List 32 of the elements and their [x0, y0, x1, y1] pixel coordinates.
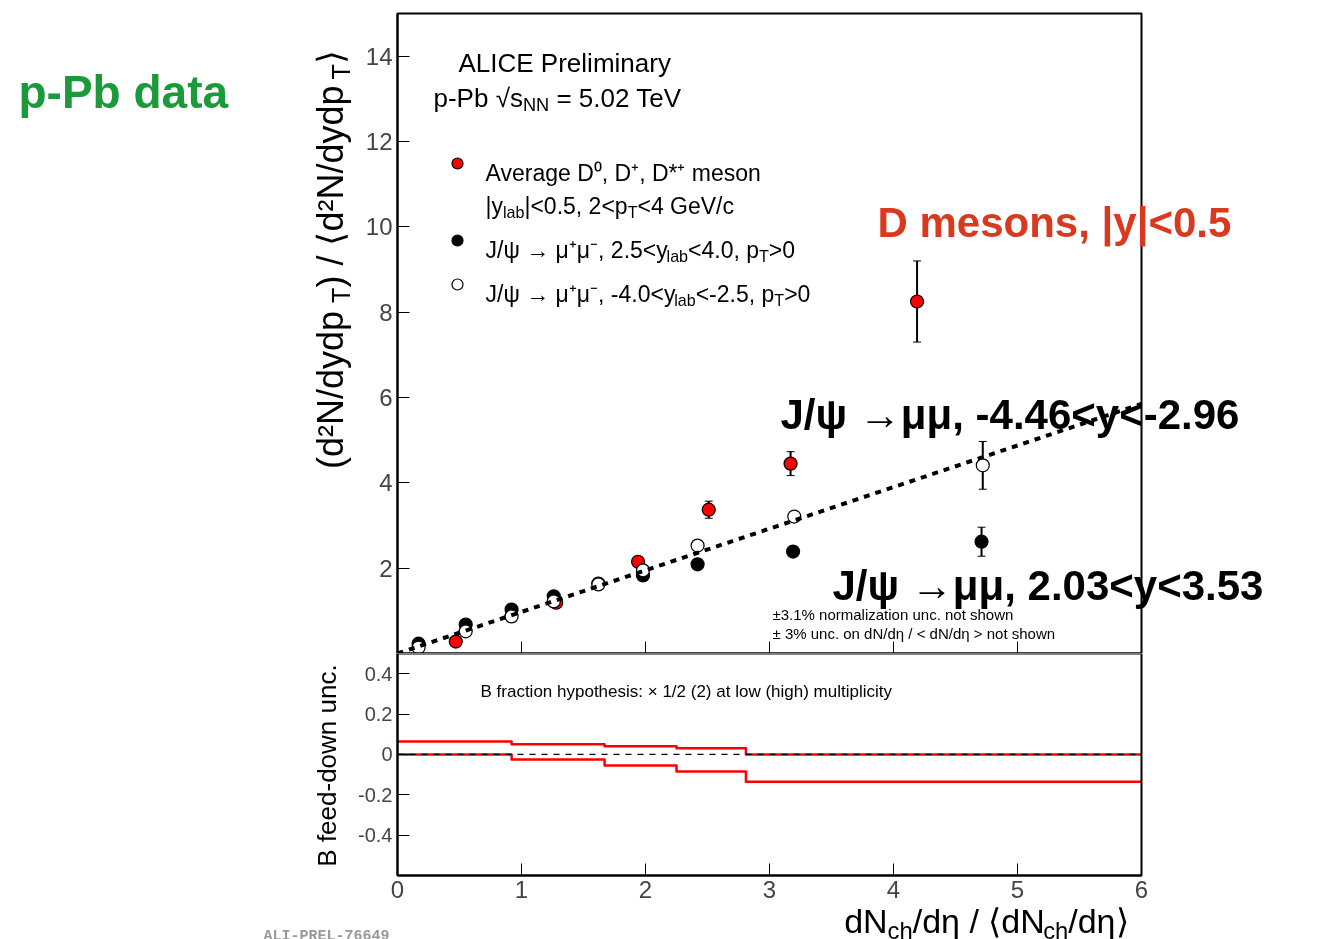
point	[448, 634, 463, 649]
point	[783, 456, 798, 471]
text: p-Pb data	[18, 65, 229, 118]
x-tick-label: 5	[1010, 875, 1025, 903]
x-tick-label: 4	[886, 875, 901, 903]
y-axis-title: B feed-down unc.	[311, 664, 342, 867]
y-tick-label: 12	[365, 128, 393, 155]
y-tick-label: 8	[379, 298, 393, 326]
y-tick-label: -0.2	[358, 783, 393, 806]
point	[690, 538, 705, 553]
point	[785, 544, 801, 559]
y-axis-title: (d²N/dydpT) / ⟨d²N/dydpT⟩	[310, 50, 356, 469]
x-tick-label: 1	[514, 875, 529, 903]
y-tick-label: 0	[381, 743, 393, 766]
y-tick-label: 10	[365, 213, 393, 241]
x-tick-label: 2	[638, 875, 653, 903]
point	[975, 458, 990, 473]
annotation: ± 3% unc. on dN/dη / < dN/dη > not shown	[772, 625, 1056, 642]
point	[909, 294, 925, 309]
y-tick-label: 0.4	[364, 662, 393, 685]
point	[974, 534, 989, 549]
y-tick-label: 6	[379, 384, 393, 411]
y-tick-label: 0.2	[364, 703, 393, 726]
y-tick-label: 4	[379, 469, 393, 497]
point	[690, 557, 705, 572]
y-tick-label: 2	[379, 554, 393, 582]
x-tick-label: 3	[762, 875, 777, 903]
x-tick-label: 6	[1134, 875, 1149, 903]
annotation: ALICE Preliminary	[458, 47, 671, 78]
annotation: B fraction hypothesis: × 1/2 (2) at low (high) multiplicity	[480, 682, 893, 701]
y-tick-label: 14	[365, 42, 393, 70]
y-tick-label: -0.4	[358, 824, 393, 847]
